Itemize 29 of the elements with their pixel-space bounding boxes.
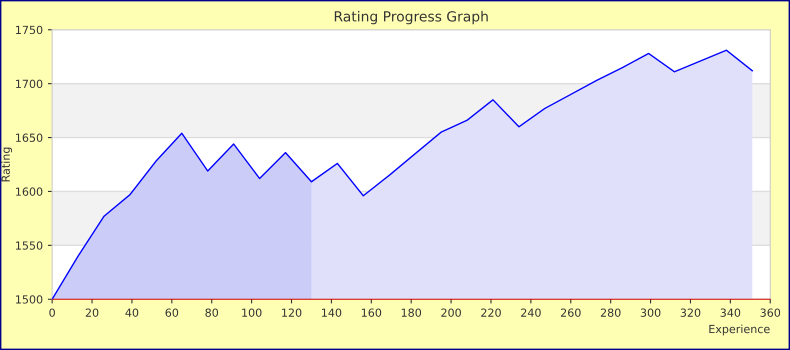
y-axis-title: Rating [1, 148, 12, 182]
x-tick-label: 20 [86, 308, 98, 317]
x-tick-label: 160 [362, 308, 382, 317]
x-tick-label: 60 [166, 308, 178, 317]
x-tick-label: 80 [205, 308, 218, 317]
x-tick-label: 0 [49, 308, 55, 317]
x-tick-label: 120 [282, 308, 302, 317]
x-tick-label: 220 [481, 308, 501, 317]
x-tick-label: 260 [560, 308, 581, 317]
x-tick-label: 320 [680, 308, 700, 317]
x-tick-label: 300 [640, 308, 660, 317]
x-tick-label: 340 [720, 308, 740, 317]
chart-title: Rating Progress Graph [334, 10, 488, 24]
line-series [52, 50, 753, 300]
y-tick-label: 1500 [16, 295, 42, 304]
x-tick-label: 140 [322, 308, 342, 317]
y-tick-label: 1700 [16, 80, 42, 88]
x-tick-label: 40 [125, 308, 138, 317]
y-tick-label: 1650 [16, 134, 42, 142]
x-tick-label: 280 [600, 308, 621, 317]
x-tick-label: 200 [441, 308, 461, 317]
x-axis-title: Experience [709, 324, 770, 336]
y-tick-label: 1600 [16, 187, 42, 196]
y-tick-label: 1750 [16, 26, 42, 34]
x-tick-label: 100 [242, 308, 262, 317]
y-tick-label: 1550 [16, 241, 42, 250]
x-tick-label: 180 [402, 308, 422, 317]
x-tick-label: 240 [521, 308, 541, 317]
x-tick-label: 360 [760, 308, 780, 317]
